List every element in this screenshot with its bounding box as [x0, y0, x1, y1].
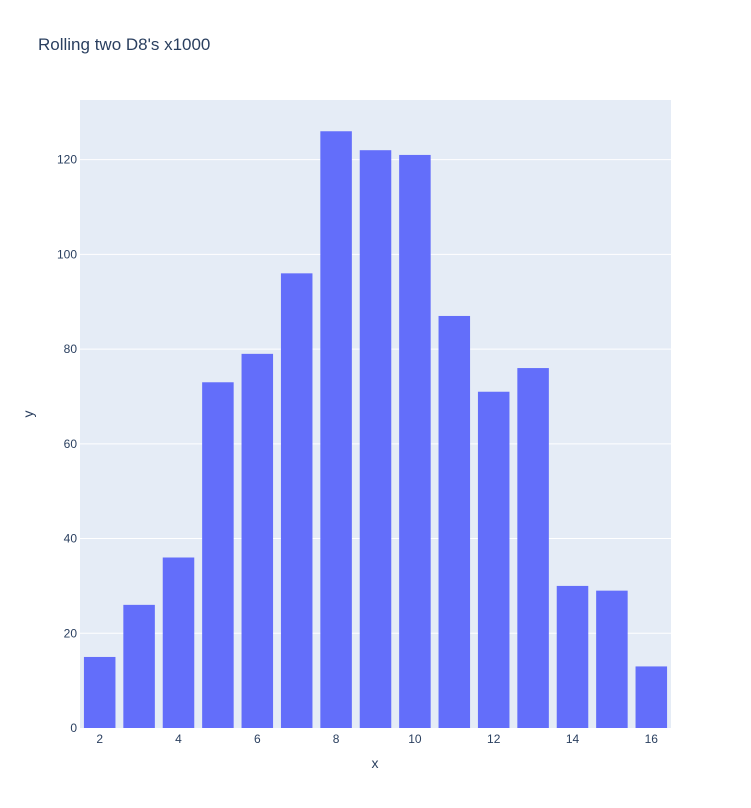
bar-3[interactable] [123, 604, 155, 728]
x-tick-label: 10 [408, 732, 422, 746]
bar-16[interactable] [635, 666, 668, 728]
y-axis-ticks: 0 20 40 60 80 100 120 [57, 153, 77, 735]
x-tick-label: 4 [175, 732, 182, 746]
bar-5[interactable] [202, 382, 234, 728]
bar-14[interactable] [556, 585, 589, 728]
bar-10[interactable] [399, 154, 431, 728]
bar-7[interactable] [280, 273, 313, 728]
bar-12[interactable] [477, 391, 510, 728]
y-tick-label: 100 [57, 247, 77, 261]
y-tick-label: 40 [64, 532, 78, 546]
bar-9[interactable] [359, 150, 392, 728]
bar-4[interactable] [162, 557, 195, 728]
x-tick-label: 2 [96, 732, 103, 746]
y-tick-label: 60 [64, 437, 78, 451]
x-tick-label: 16 [645, 732, 659, 746]
y-tick-label: 120 [57, 153, 77, 167]
bar-2[interactable] [83, 656, 116, 728]
x-tick-label: 6 [254, 732, 261, 746]
chart-title: Rolling two D8's x1000 [38, 35, 210, 54]
bar-13[interactable] [517, 368, 549, 728]
x-tick-label: 12 [487, 732, 501, 746]
bar-8[interactable] [320, 131, 352, 728]
bar-15[interactable] [596, 590, 628, 728]
bar-11[interactable] [438, 315, 471, 728]
y-tick-label: 80 [64, 342, 78, 356]
y-axis-title: y [20, 411, 36, 418]
x-tick-label: 14 [566, 732, 580, 746]
x-axis-title: x [372, 755, 379, 771]
x-tick-label: 8 [333, 732, 340, 746]
x-axis-ticks: 2 4 6 8 10 12 14 16 [96, 732, 658, 746]
y-tick-label: 0 [70, 721, 77, 735]
bars [83, 131, 668, 728]
bar-6[interactable] [241, 353, 274, 728]
y-tick-label: 20 [64, 626, 78, 640]
